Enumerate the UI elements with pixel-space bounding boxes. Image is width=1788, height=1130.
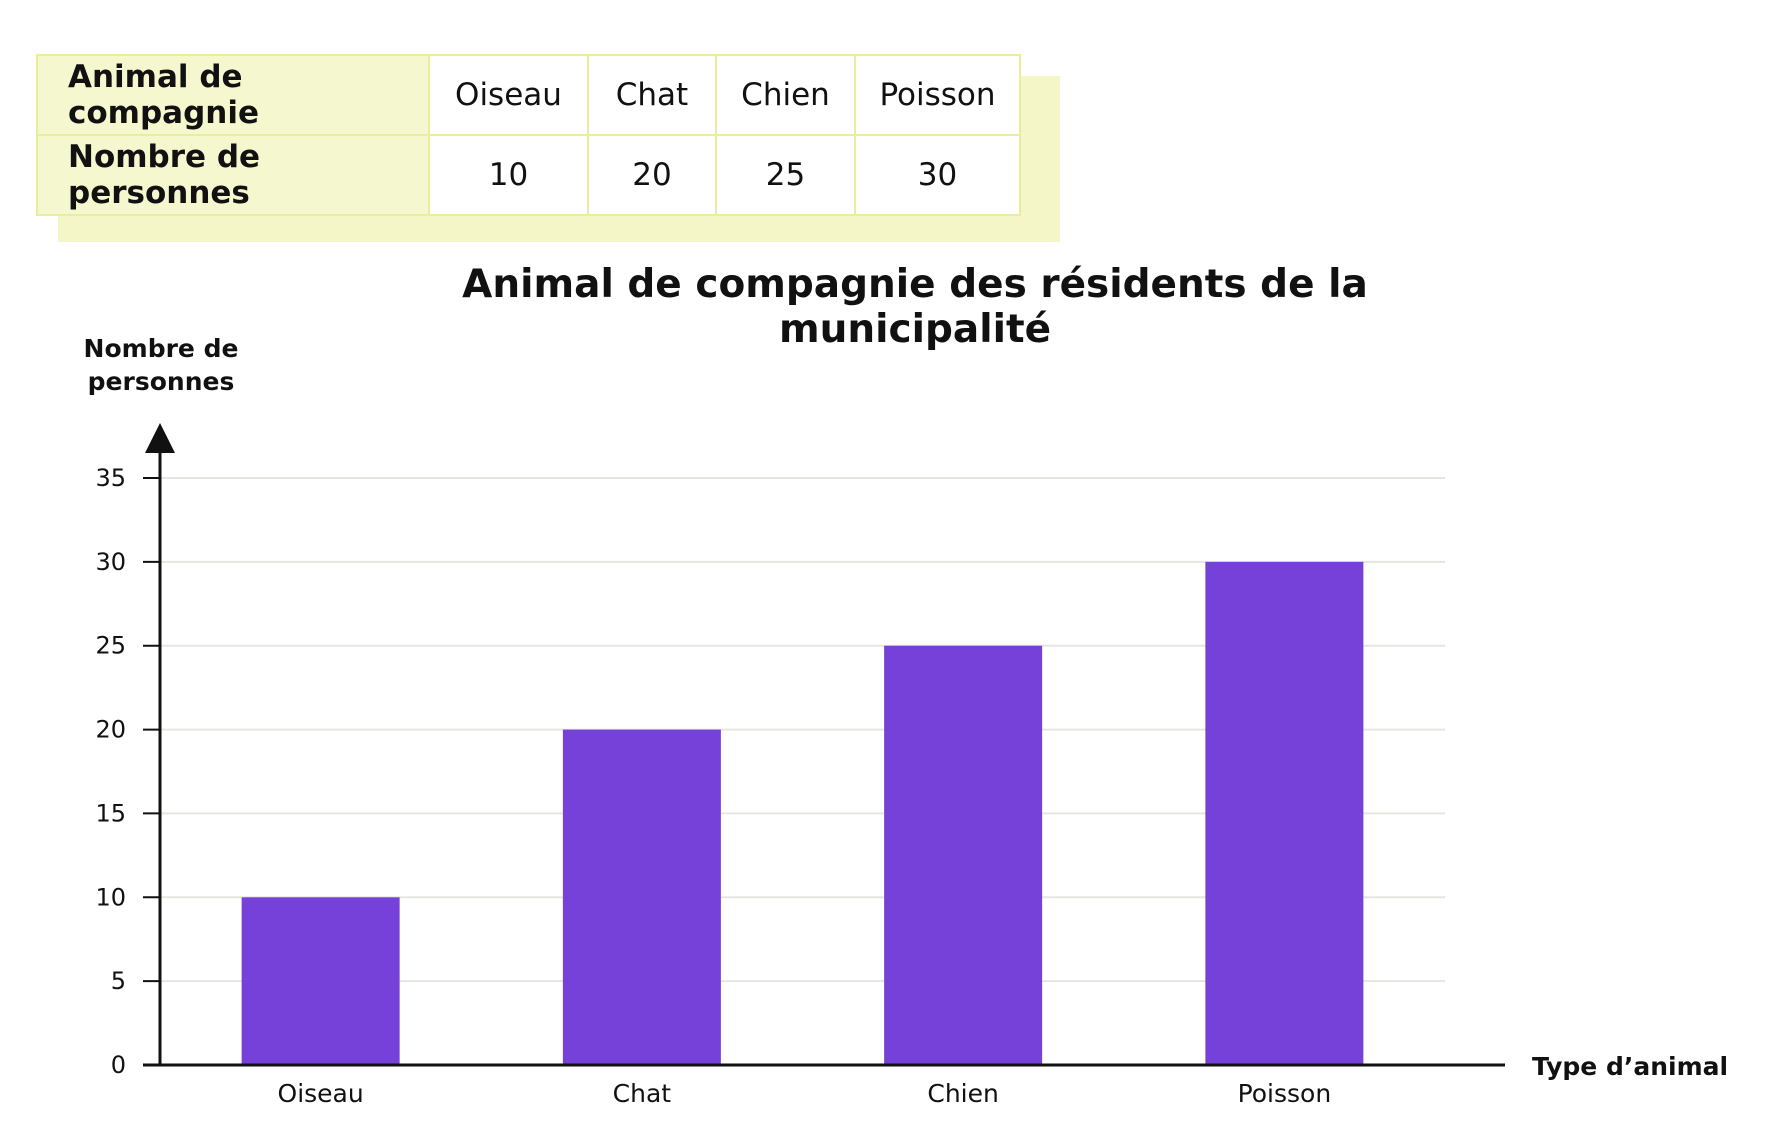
x-categories: Oiseau Chat Chien Poisson xyxy=(278,1079,1332,1108)
y-tick-label: 25 xyxy=(95,632,126,660)
bar-oiseau xyxy=(241,897,400,1065)
x-category-label: Poisson xyxy=(1238,1079,1332,1108)
y-ticks: 0 5 10 15 20 25 30 35 xyxy=(95,464,160,1079)
y-axis-title-line1: Nombre de xyxy=(84,334,239,363)
y-tick-label: 20 xyxy=(95,716,126,744)
y-tick-label: 35 xyxy=(95,464,126,492)
bar-chart: 0 5 10 15 20 25 30 35 Oiseau Chat Chien Poisson No… xyxy=(84,334,1729,1108)
x-axis-title: Type d’animal xyxy=(1532,1052,1728,1081)
table-cell: 20 xyxy=(587,134,717,216)
y-tick-label: 30 xyxy=(95,548,126,576)
table-cell: 30 xyxy=(854,134,1021,216)
table-cell: 10 xyxy=(428,134,589,216)
table-row-animals: Animal de compagnie Oiseau Chat Chien Po… xyxy=(36,54,1021,136)
y-tick-label: 10 xyxy=(95,883,126,911)
y-axis-title-line2: personnes xyxy=(88,367,235,396)
table-cell: Chien xyxy=(715,54,856,136)
bar-chien xyxy=(884,645,1043,1065)
y-tick-label: 5 xyxy=(111,967,126,995)
table-cell: Chat xyxy=(587,54,717,136)
table-cell: Poisson xyxy=(854,54,1021,136)
row-header-animal: Animal de compagnie xyxy=(36,54,430,136)
pet-table-container: Animal de compagnie Oiseau Chat Chien Po… xyxy=(36,54,1060,242)
row-header-count: Nombre de personnes xyxy=(36,134,430,216)
bar-poisson xyxy=(1205,561,1364,1065)
pet-data-table: Animal de compagnie Oiseau Chat Chien Po… xyxy=(36,54,1021,216)
y-tick-label: 15 xyxy=(95,799,126,827)
x-category-label: Chien xyxy=(927,1079,998,1108)
bar-chat xyxy=(562,729,721,1065)
table-cell: Oiseau xyxy=(428,54,589,136)
x-category-label: Chat xyxy=(613,1079,672,1108)
table-row-counts: Nombre de personnes 10 20 25 30 xyxy=(36,134,1021,216)
y-tick-label: 0 xyxy=(111,1051,126,1079)
chart-title: Animal de compagnie des résidents de la … xyxy=(462,262,1368,352)
bars xyxy=(241,561,1364,1065)
table-cell: 25 xyxy=(715,134,856,216)
x-category-label: Oiseau xyxy=(278,1079,364,1108)
